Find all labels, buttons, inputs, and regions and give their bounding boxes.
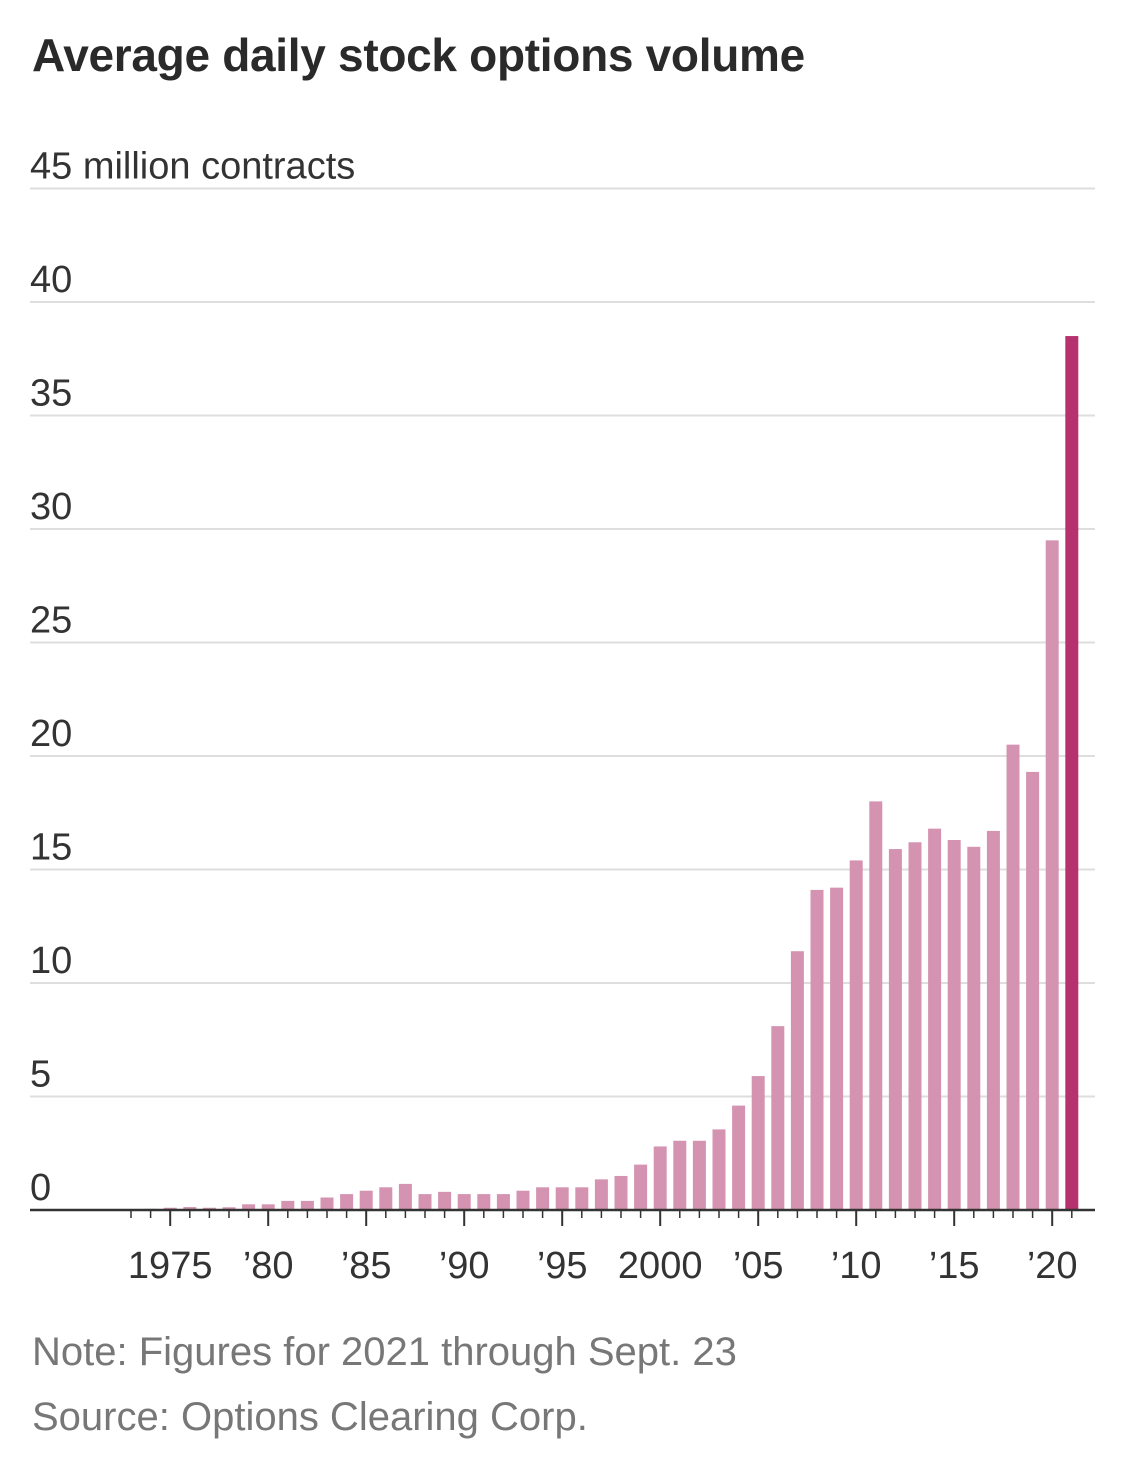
bar-1984 [340,1194,354,1210]
bar-1991 [477,1194,491,1210]
y-tick-label-15: 15 [30,827,72,869]
bar-2011 [869,801,883,1210]
bar-2002 [692,1140,706,1210]
bar-2007 [790,951,804,1210]
bars [124,336,1079,1210]
x-tick-label-2020: ’20 [1027,1245,1078,1287]
bar-1987 [398,1183,412,1210]
x-tick-label-1980: ’80 [243,1245,294,1287]
x-tick-label-2010: ’10 [831,1245,882,1287]
y-tick-label-40: 40 [30,259,72,301]
y-tick-label-45: 45 million contracts [30,146,355,188]
bar-2017 [986,830,1000,1210]
bar-2009 [830,887,844,1210]
bar-1990 [457,1194,471,1210]
bar-2016 [967,846,981,1210]
bar-1986 [379,1187,393,1210]
bar-2012 [888,849,902,1210]
bar-2001 [673,1140,687,1210]
y-tick-label-10: 10 [30,940,72,982]
bar-1983 [320,1197,334,1210]
chart-title: Average daily stock options volume [32,29,805,81]
x-tick-label-2000: 2000 [618,1245,703,1287]
bar-1982 [300,1200,314,1210]
chart-source: Source: Options Clearing Corp. [32,1395,588,1439]
bar-1976 [183,1207,197,1210]
y-tick-label-35: 35 [30,373,72,415]
bar-2000 [653,1146,667,1210]
bar-2008 [810,889,824,1210]
bar-1985 [359,1190,373,1210]
bar-1981 [281,1200,295,1210]
bar-1992 [496,1194,510,1210]
bar-2005 [751,1076,765,1210]
gridlines [30,187,1095,1098]
x-tick-label-1975: 1975 [128,1245,213,1287]
bar-2019 [1026,771,1040,1210]
y-tick-label-0: 0 [30,1167,51,1209]
y-tick-label-5: 5 [30,1054,51,1096]
bar-chart: 0 5 10 15 20 25 30 35 40 45 million contracts 197… [30,146,1095,1287]
bar-1996 [575,1187,589,1210]
x-tick-label-1985: ’85 [341,1245,392,1287]
bar-2015 [947,839,961,1210]
bar-2013 [908,842,922,1210]
bar-2006 [771,1026,785,1210]
y-tick-label-25: 25 [30,600,72,642]
y-tick-label-20: 20 [30,713,72,755]
bar-1998 [614,1175,628,1210]
bar-1978 [222,1207,236,1210]
chart-note: Note: Figures for 2021 through Sept. 23 [32,1330,737,1374]
x-tick-label-2005: ’05 [733,1245,784,1287]
y-axis-labels: 0 5 10 15 20 25 30 35 40 45 million contracts [30,146,355,1210]
bar-2018 [1006,744,1020,1210]
bar-2021 [1065,336,1079,1210]
x-axis: 1975 ’80 ’85 ’90 ’95 2000 ’05 ’10 ’15 ’20 [30,1208,1095,1287]
bar-1995 [555,1187,569,1210]
bar-1980 [261,1204,275,1210]
x-tick-label-1995: ’95 [537,1245,588,1287]
bar-1988 [418,1194,432,1210]
bar-1994 [536,1187,550,1210]
y-tick-label-30: 30 [30,486,72,528]
bar-2003 [712,1129,726,1210]
bar-2004 [732,1105,746,1210]
x-tick-label-2015: ’15 [929,1245,980,1287]
bar-1989 [438,1191,452,1210]
bar-1979 [242,1204,256,1210]
bar-2014 [928,828,942,1210]
bar-1993 [516,1190,530,1210]
bar-1997 [594,1179,608,1210]
x-tick-label-1990: ’90 [439,1245,490,1287]
bar-1999 [634,1164,648,1210]
bar-2010 [849,860,863,1210]
bar-2020 [1045,540,1059,1210]
